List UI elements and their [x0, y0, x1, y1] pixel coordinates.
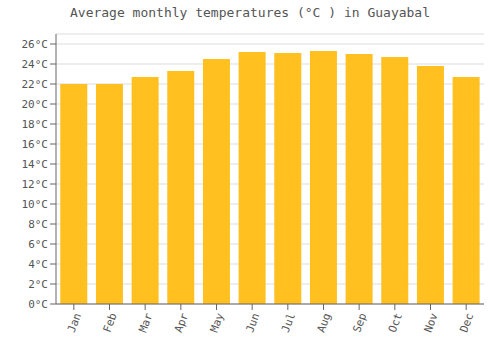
svg-text:6°C: 6°C — [28, 238, 48, 251]
svg-text:Jul: Jul — [279, 311, 298, 334]
svg-text:Apr: Apr — [172, 311, 191, 334]
svg-text:Aug: Aug — [315, 311, 334, 334]
svg-text:Jun: Jun — [243, 311, 262, 334]
svg-text:12°C: 12°C — [22, 178, 49, 191]
html-text:Average monthly temperatures (: Average monthly temperatures (°C ) in Gu… — [70, 5, 430, 20]
svg-text:16°C: 16°C — [22, 138, 49, 151]
svg-text:26°C: 26°C — [22, 38, 49, 51]
svg-text:0°C: 0°C — [28, 298, 48, 311]
svg-text:4°C: 4°C — [28, 258, 48, 271]
svg-text:Mar: Mar — [136, 311, 155, 334]
svg-text:Feb: Feb — [101, 311, 120, 334]
svg-text:Jan: Jan — [65, 311, 84, 334]
svg-text:Sep: Sep — [350, 311, 369, 334]
svg-text:18°C: 18°C — [22, 118, 49, 131]
svg-text:Dec: Dec — [457, 311, 476, 334]
svg-text:10°C: 10°C — [22, 198, 49, 211]
svg-text:Nov: Nov — [422, 311, 441, 334]
svg-text:Oct: Oct — [386, 311, 405, 334]
svg-text:14°C: 14°C — [22, 158, 49, 171]
svg-text:20°C: 20°C — [22, 98, 49, 111]
svg-text:May: May — [208, 311, 227, 334]
svg-text:22°C: 22°C — [22, 78, 49, 91]
svg-text:8°C: 8°C — [28, 218, 48, 231]
svg-text:2°C: 2°C — [28, 278, 48, 291]
svg-text:24°C: 24°C — [22, 58, 49, 71]
